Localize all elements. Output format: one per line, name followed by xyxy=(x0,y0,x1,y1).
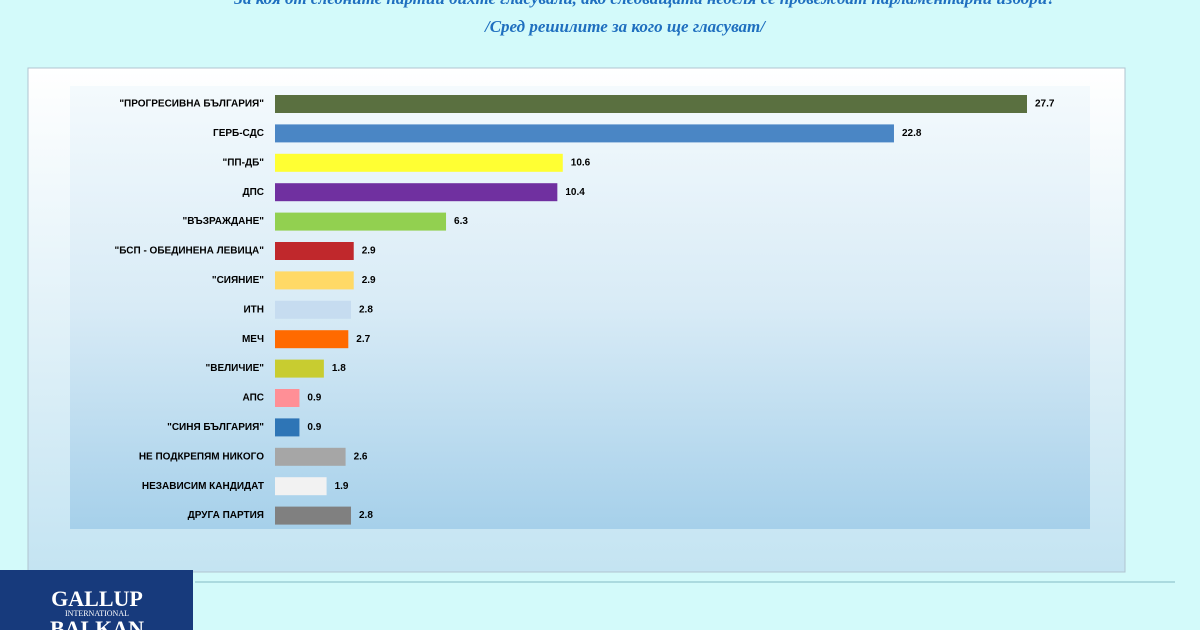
value-label: 22.8 xyxy=(902,128,922,139)
category-label: "БСП - ОБЕДИНЕНА ЛЕВИЦА" xyxy=(114,246,264,257)
value-label: 2.6 xyxy=(354,451,368,462)
bar xyxy=(275,271,354,290)
bar xyxy=(275,124,894,143)
value-label: 0.9 xyxy=(307,422,321,433)
bar xyxy=(275,359,324,378)
category-label: ГЕРБ-СДС xyxy=(213,128,264,139)
category-label: АПС xyxy=(243,393,265,404)
bar xyxy=(275,95,1027,113)
value-label: 1.8 xyxy=(332,363,346,374)
category-label: НЕ ПОДКРЕПЯМ НИКОГО xyxy=(139,451,264,462)
category-label: НЕЗАВИСИМ КАНДИДАТ xyxy=(142,481,264,492)
category-label: МЕЧ xyxy=(242,334,264,345)
bar xyxy=(275,242,354,260)
logo-text: BALKAN xyxy=(50,616,144,630)
bar xyxy=(275,418,300,437)
logo-text: GALLUP xyxy=(51,586,143,611)
value-label: 6.3 xyxy=(454,216,468,227)
category-label: "ПП-ДБ" xyxy=(223,157,265,168)
bar xyxy=(275,447,346,466)
bar xyxy=(275,330,349,349)
value-label: 10.4 xyxy=(565,187,585,198)
category-label: "СИНЯ БЪЛГАРИЯ" xyxy=(167,422,264,433)
value-label: 27.7 xyxy=(1035,99,1055,110)
category-label: "ВЪЗРАЖДАНЕ" xyxy=(183,216,265,227)
logo-text: INTERNATIONAL xyxy=(65,609,129,618)
plot-area xyxy=(70,86,1090,529)
value-label: 0.9 xyxy=(307,393,321,404)
bar xyxy=(275,477,327,496)
category-label: "СИЯНИЕ" xyxy=(212,275,264,286)
value-label: 2.8 xyxy=(359,510,373,521)
title: За коя от следните партии бихте гласувал… xyxy=(233,0,1055,8)
bar xyxy=(275,212,447,231)
value-label: 10.6 xyxy=(571,157,591,168)
value-label: 2.7 xyxy=(356,334,370,345)
bar xyxy=(275,389,300,407)
value-label: 1.9 xyxy=(335,481,349,492)
bars: "ПРОГРЕСИВНА БЪЛГАРИЯ" 27.7 ГЕРБ-СДС 22.8 "П… xyxy=(114,95,1055,525)
bar xyxy=(275,183,558,202)
bar xyxy=(275,300,352,319)
value-label: 2.9 xyxy=(362,275,376,286)
category-label: ДРУГА ПАРТИЯ xyxy=(188,510,264,521)
logo xyxy=(0,570,193,630)
subtitle: /Сред решилите за кого ще гласуват/ xyxy=(483,17,767,36)
category-label: ИТН xyxy=(243,304,264,315)
category-label: ДПС xyxy=(242,187,264,198)
value-label: 2.9 xyxy=(362,246,376,257)
bar xyxy=(275,153,563,172)
value-label: 2.8 xyxy=(359,304,373,315)
category-label: "ВЕЛИЧИЕ" xyxy=(206,363,265,374)
bar xyxy=(275,506,352,525)
category-label: "ПРОГРЕСИВНА БЪЛГАРИЯ" xyxy=(119,99,264,110)
